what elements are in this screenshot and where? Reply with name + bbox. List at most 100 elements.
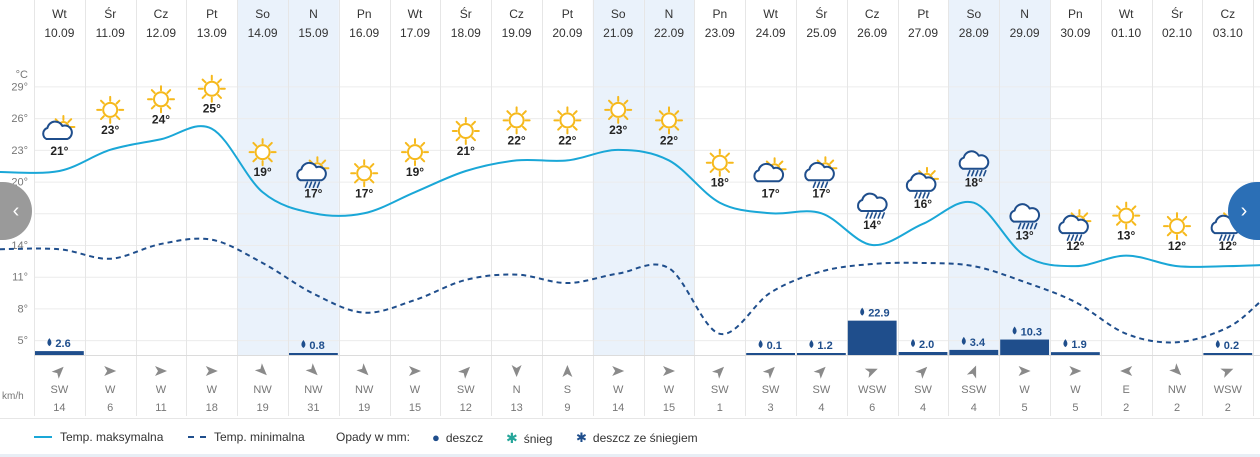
wind-arrow-shape [663, 366, 675, 376]
precip-label: 0.8 [309, 340, 324, 352]
sun-ray [725, 152, 730, 158]
precip-label-group: 0.8 [301, 340, 325, 352]
rain-streak [1231, 234, 1235, 241]
wind-direction: W [664, 384, 675, 396]
wind-arrow-icon [1120, 366, 1133, 376]
rain-streak [820, 181, 825, 189]
chart-legend: Temp. maksymalna Temp. minimalna Opady w… [0, 418, 1260, 455]
wind-speed: 4 [920, 402, 926, 414]
sun-icon [604, 95, 633, 124]
sun-ray [321, 159, 327, 165]
max-temp-label: 17° [304, 186, 322, 200]
sun-ray [420, 157, 426, 163]
precip-label: 2.0 [919, 339, 934, 351]
max-temp-label: 22° [508, 133, 526, 147]
wind-arrow-shape [1018, 366, 1031, 376]
day-date: 23.09 [705, 26, 735, 40]
solid-line-icon [34, 436, 52, 438]
day-name: Pt [206, 7, 218, 21]
sun-icon [451, 117, 480, 145]
rain-streak [308, 181, 313, 189]
wind-arrow-shape [915, 366, 928, 379]
rain-streak [824, 181, 829, 189]
sun-ray [709, 168, 715, 173]
day-date: 16.09 [349, 26, 379, 40]
sun-icon [147, 85, 175, 114]
precip-label-group: 2.6 [47, 338, 71, 350]
sun-ray [354, 163, 359, 168]
wind-speed: 14 [612, 402, 624, 414]
sun-ray [115, 99, 121, 105]
rain-streak [966, 169, 971, 177]
legend-precip-title: Opady w mm: [336, 430, 410, 444]
sun-icon [553, 106, 582, 135]
sun-ray [1166, 215, 1172, 221]
day-date: 17.09 [400, 26, 430, 40]
sun-ray [506, 110, 512, 116]
day-date: 13.09 [197, 26, 227, 40]
max-temp-label: 12° [1066, 239, 1084, 253]
day-date: 01.10 [1111, 26, 1141, 40]
max-temp-label: 17° [762, 186, 780, 200]
sun-disc [356, 165, 373, 182]
cloud-rain-icon [958, 150, 990, 177]
wind-arrow-shape [409, 366, 421, 376]
sun-ray [252, 157, 258, 163]
wind-direction: NW [355, 384, 374, 396]
rain-streak [877, 212, 882, 219]
wind-arrow-icon [813, 366, 826, 379]
cloud-shape [42, 120, 73, 140]
wind-arrow-shape [205, 366, 218, 376]
sun-ray [623, 115, 629, 121]
precip-label: 1.9 [1071, 339, 1086, 351]
day-name: Śr [1171, 6, 1183, 21]
partly-cloudy-icon [42, 115, 76, 140]
sun-ray [506, 125, 512, 131]
wind-arrow-shape [966, 365, 977, 379]
sun-ray [572, 110, 578, 116]
y-tick-label: 23° [11, 145, 28, 157]
sun-ray [1131, 220, 1137, 226]
wind-arrow-shape [51, 366, 64, 379]
wind-speed: 3 [768, 402, 774, 414]
sun-ray [709, 152, 715, 158]
wind-direction: SW [762, 384, 780, 396]
max-temp-label: 17° [355, 186, 373, 200]
wind-speed: 14 [53, 402, 65, 414]
max-temp-label: 18° [711, 176, 729, 190]
snowflake-icon: ✱ [506, 430, 518, 446]
rain-streak [1219, 234, 1223, 241]
sun-ray [201, 78, 207, 84]
legend-min-label: Temp. minimalna [214, 430, 305, 444]
sun-ray [166, 89, 172, 94]
wind-speed: 11 [155, 402, 166, 414]
precip-label: 22.9 [868, 308, 889, 320]
sun-ray [404, 157, 410, 163]
day-date: 28.09 [959, 26, 989, 40]
precip-label-group: 3.4 [961, 336, 986, 349]
wind-speed: 4 [818, 402, 824, 414]
day-name: Wt [408, 7, 423, 21]
wind-arrow-shape [864, 368, 878, 378]
y-tick-label: 29° [11, 81, 28, 93]
wind-speed: 5 [1022, 402, 1028, 414]
precip-bar [898, 352, 948, 355]
sun-ray [471, 136, 476, 142]
wind-arrow-icon [254, 363, 267, 376]
max-temp-label: 19° [254, 165, 272, 179]
rain-streak [881, 212, 886, 219]
wind-arrow-icon [562, 365, 573, 377]
wind-arrow-shape [1169, 363, 1182, 376]
legend-max-label: Temp. maksymalna [60, 430, 164, 444]
sun-icon [197, 74, 226, 103]
max-temp-label: 13° [1117, 229, 1135, 243]
y-tick-label: 5° [17, 335, 28, 347]
wind-direction: W [410, 384, 421, 396]
max-temp-label: 25° [203, 102, 221, 116]
raindrop-icon [809, 340, 814, 348]
sun-disc [1169, 218, 1185, 235]
wind-direction: NW [253, 384, 272, 396]
wind-speed: 6 [107, 402, 113, 414]
wind-speed: 19 [358, 402, 370, 414]
precip-label: 10.3 [1021, 327, 1042, 339]
